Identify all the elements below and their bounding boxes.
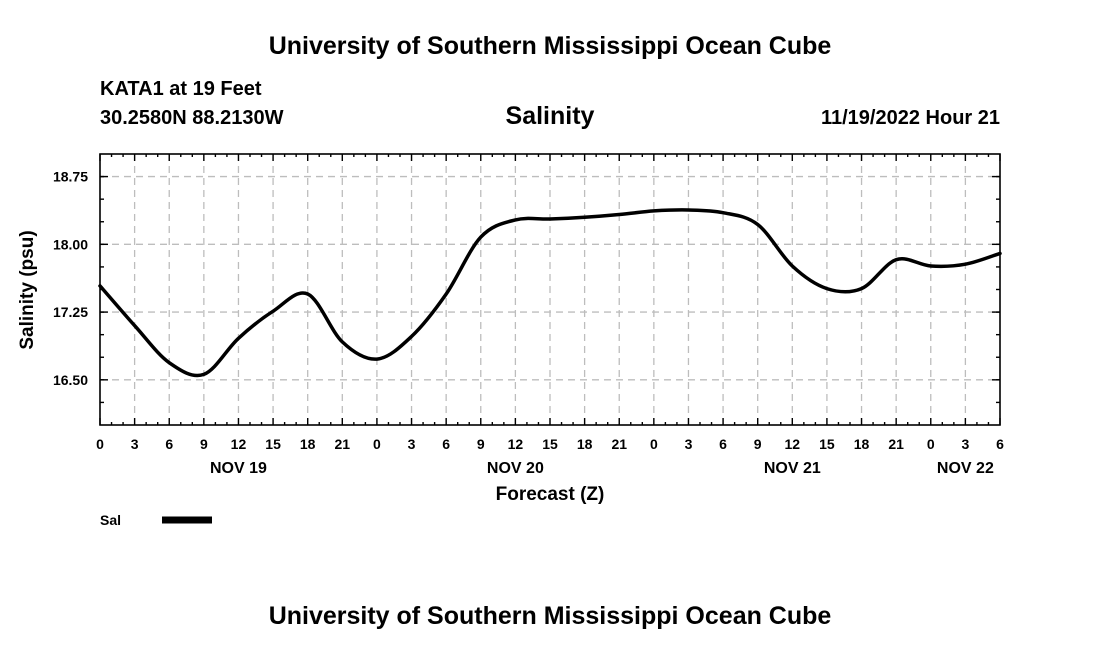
y-axis-label: Salinity (psu): [17, 230, 38, 349]
date-label: NOV 21: [764, 460, 821, 477]
x-tick-label: 21: [335, 436, 351, 452]
x-tick-label: 9: [754, 436, 762, 452]
legend-label: Sal: [100, 512, 121, 528]
x-tick-labels: 0 3 6 9 12 15 18 21 0 3 6 9 12 15 18 21 0 3 6 9 12 15 18 21 0 3 6: [96, 436, 1004, 452]
location-label: 30.2580N 88.2130W: [100, 107, 284, 129]
chart-title: University of Southern Mississippi Ocean…: [269, 32, 832, 60]
y-tick-label: 16.50: [53, 372, 88, 388]
y-tick-label: 18.75: [53, 169, 88, 185]
station-label: KATA1 at 19 Feet: [100, 78, 262, 100]
x-tick-label: 0: [650, 436, 658, 452]
date-label: NOV 22: [937, 460, 994, 477]
x-tick-label: 9: [477, 436, 485, 452]
y-tick-label: 17.25: [53, 304, 88, 320]
x-tick-label: 21: [888, 436, 904, 452]
x-tick-label: 3: [408, 436, 416, 452]
timestamp-label: 11/19/2022 Hour 21: [821, 107, 1000, 129]
x-tick-label: 6: [719, 436, 727, 452]
plot-frame: [99, 153, 1001, 426]
x-tick-label: 15: [819, 436, 835, 452]
grid: [100, 154, 1000, 425]
x-tick-label: 12: [231, 436, 247, 452]
x-tick-label: 0: [96, 436, 104, 452]
x-tick-label: 0: [927, 436, 935, 452]
footer-title: University of Southern Mississippi Ocean…: [269, 602, 832, 630]
x-tick-label: 0: [373, 436, 381, 452]
x-tick-label: 12: [508, 436, 524, 452]
x-tick-label: 3: [131, 436, 139, 452]
x-tick-label: 12: [785, 436, 801, 452]
x-tick-label: 18: [854, 436, 870, 452]
x-tick-label: 15: [265, 436, 281, 452]
x-tick-label: 15: [542, 436, 558, 452]
x-tick-label: 3: [685, 436, 693, 452]
y-tick-label: 18.00: [53, 236, 88, 252]
x-axis-label: Forecast (Z): [496, 484, 605, 505]
x-tick-label: 3: [961, 436, 969, 452]
x-tick-label: 6: [442, 436, 450, 452]
x-tick-label: 18: [577, 436, 593, 452]
date-labels: NOV 19 NOV 20 NOV 21 NOV 22: [210, 460, 994, 477]
x-tick-label: 18: [300, 436, 316, 452]
x-tick-label: 6: [165, 436, 173, 452]
date-label: NOV 19: [210, 460, 267, 477]
y-tick-labels: 18.75 18.00 17.25 16.50: [53, 169, 88, 388]
salinity-line: [98, 208, 1002, 378]
x-tick-label: 6: [996, 436, 1004, 452]
x-tick-label: 21: [611, 436, 627, 452]
date-label: NOV 20: [487, 460, 544, 477]
variable-title: Salinity: [506, 102, 595, 130]
x-tick-label: 9: [200, 436, 208, 452]
